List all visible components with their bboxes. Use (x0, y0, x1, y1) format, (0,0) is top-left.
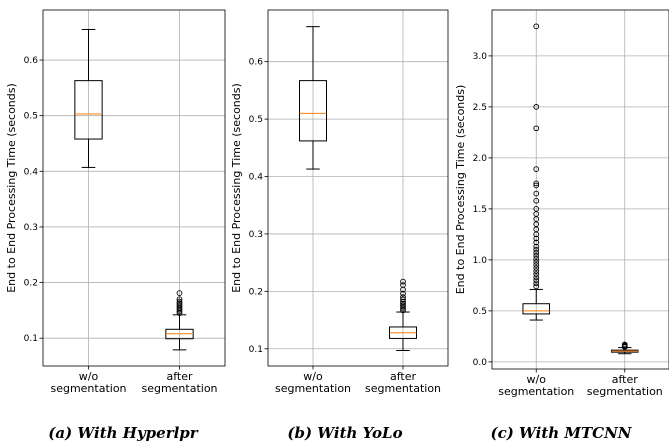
box-1 (74, 28, 103, 168)
x-tick-label: after segmentation (587, 373, 663, 398)
outlier-point (533, 104, 540, 110)
panel-caption: (c) With MTCNN (490, 424, 632, 442)
y-tick-label: 0.6 (24, 56, 39, 66)
outlier-point (533, 265, 540, 271)
y-tick-label: 0.2 (24, 279, 38, 289)
y-tick-label: 3.0 (473, 52, 488, 62)
outlier-point (176, 300, 183, 306)
box-2 (610, 341, 639, 355)
outlier-point (400, 290, 406, 297)
outlier-point (533, 182, 540, 189)
y-tick-label: 0.1 (249, 345, 263, 355)
outlier-point (533, 262, 540, 268)
box-iqr (299, 80, 327, 142)
outlier-point (533, 190, 540, 197)
outlier-point (533, 274, 540, 281)
outlier-point (176, 298, 183, 305)
y-tick-label: 0.5 (249, 115, 263, 125)
y-tick-label: 0.4 (249, 173, 264, 183)
panel-3: 0.0 0.5 1.0 1.5 2.0 2.5 3.0 w/o segmentation afte… (454, 9, 669, 442)
outlier-point (400, 294, 406, 300)
x-tick-label: w/o segmentation (50, 370, 126, 395)
y-tick-label: 2.0 (473, 154, 488, 164)
outlier-point (533, 206, 540, 212)
x-tick-label: after segmentation (365, 370, 441, 395)
x-tick-label: w/o segmentation (498, 373, 574, 398)
y-tick-label: 1.0 (473, 256, 488, 266)
x-tick-label: w/o segmentation (275, 370, 351, 395)
y-tick-label: 1.5 (473, 205, 487, 215)
y-axis-label: End to End Processing Time (seconds) (5, 83, 18, 293)
outlier-point (533, 246, 540, 253)
outlier-point (621, 341, 628, 348)
box-2 (165, 290, 194, 351)
outlier-point (400, 300, 406, 307)
outlier-point (176, 290, 183, 296)
outlier-point (533, 243, 540, 250)
y-tick-label: 2.5 (473, 103, 487, 113)
outlier-point (533, 259, 540, 265)
outlier-point (400, 302, 406, 308)
axes-frame (42, 9, 226, 367)
outlier-point (533, 283, 540, 290)
y-axis-label: End to End Processing Time (seconds) (454, 85, 467, 295)
y-axis-label: End to End Processing Time (seconds) (230, 83, 243, 293)
y-tick-label: 0.2 (249, 287, 263, 297)
axes-frame (491, 9, 669, 370)
y-tick-label: 0.5 (24, 112, 38, 122)
panel-caption: (b) With YoLo (287, 424, 402, 442)
box-iqr (522, 303, 551, 315)
box-2 (389, 278, 417, 351)
outlier-point (533, 239, 540, 246)
y-tick-label: 0.3 (249, 230, 263, 240)
outlier-point (533, 271, 540, 278)
outlier-point (533, 252, 540, 259)
outlier-point (400, 278, 406, 285)
panel-2: 0.1 0.2 0.3 0.4 0.5 0.6 w/o segmentation after se… (230, 9, 449, 442)
box-1 (522, 23, 551, 321)
x-tick-label: after segmentation (141, 370, 217, 395)
y-tick-label: 0.0 (473, 358, 488, 368)
outlier-point (176, 296, 183, 303)
outlier-point (400, 282, 406, 288)
y-tick-label: 0.6 (249, 58, 264, 68)
outlier-point (533, 235, 540, 242)
outlier-point (533, 125, 540, 132)
outlier-point (533, 256, 540, 262)
outlier-point (176, 301, 183, 308)
y-tick-label: 0.3 (24, 223, 38, 233)
box-iqr (74, 80, 103, 140)
outlier-point (533, 197, 540, 204)
y-tick-label: 0.1 (24, 334, 38, 344)
y-tick-label: 0.5 (473, 307, 487, 317)
y-tick-label: 0.4 (24, 167, 39, 177)
panel-1: 0.1 0.2 0.3 0.4 0.5 0.6 w/o segmentation after se… (5, 9, 226, 442)
panel-caption: (a) With Hyperlpr (48, 424, 198, 442)
outlier-point (533, 166, 540, 172)
outlier-point (533, 268, 540, 274)
outlier-point (533, 180, 540, 187)
outlier-point (533, 277, 540, 284)
outlier-point (533, 280, 540, 287)
axes-frame (267, 9, 449, 367)
box-1 (299, 26, 327, 170)
outlier-point (400, 296, 406, 303)
outlier-point (533, 23, 540, 30)
outlier-point (533, 249, 540, 256)
